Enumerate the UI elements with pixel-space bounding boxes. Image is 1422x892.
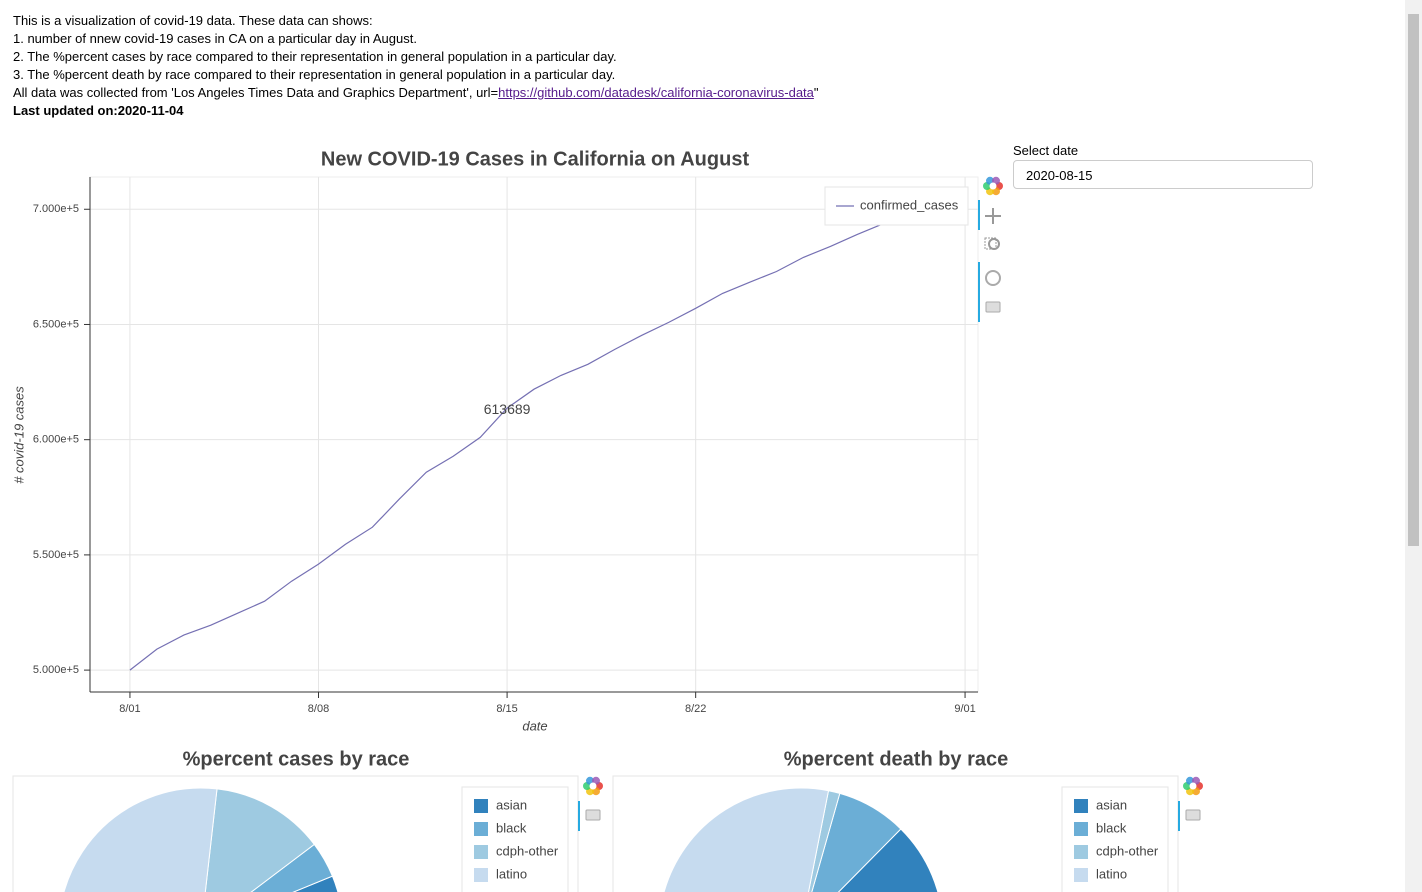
legend-swatch — [474, 868, 488, 882]
scrollbar[interactable] — [1405, 0, 1422, 892]
legend-swatch — [1074, 845, 1088, 859]
y-tick-label: 5.500e+5 — [33, 549, 79, 561]
date-picker: Select date 2020-08-15 — [1013, 143, 1313, 189]
legend-label: latino — [496, 866, 527, 881]
legend-label: latino — [1096, 866, 1127, 881]
legend-swatch — [1074, 822, 1088, 836]
x-tick-label: 8/22 — [685, 703, 706, 715]
pie-slice — [204, 788, 316, 892]
zoom-tool[interactable] — [988, 238, 1000, 250]
source: All data was collected from 'Los Angeles… — [13, 84, 819, 102]
y-tick-label: 5.000e+5 — [33, 664, 79, 676]
legend-swatch — [474, 822, 488, 836]
pie-slice — [63, 787, 218, 892]
x-axis-label: date — [522, 718, 547, 733]
legend-label: cdph-other — [496, 843, 559, 858]
reset-tool[interactable] — [985, 270, 1001, 286]
tool-active — [978, 200, 980, 230]
legend-swatch — [474, 845, 488, 859]
picker-label: Select date — [1013, 143, 1079, 158]
hover-tool[interactable] — [985, 301, 1001, 313]
y-tick-label: 6.000e+5 — [33, 434, 79, 446]
legend-label: asian — [496, 797, 527, 812]
logo-center[interactable] — [589, 782, 597, 790]
zoom-tool[interactable] — [984, 237, 997, 250]
legend-label: asian — [1096, 797, 1127, 812]
legend-label: confirmed_cases — [860, 197, 959, 212]
y-axis-label: # covid-19 cases — [11, 386, 26, 484]
scroll-thumb[interactable] — [1408, 14, 1419, 546]
chart-title: New COVID-19 Cases in California on Augu… — [321, 148, 750, 170]
updated: Last updated on:2020-11-04 — [13, 103, 184, 118]
header: This is a visualization of covid-19 data… — [13, 12, 819, 120]
intro-line: 3. The %percent death by race compared t… — [13, 67, 616, 82]
legend: confirmed_cases — [824, 186, 969, 226]
chart-title: %percent death by race — [784, 748, 1009, 770]
chart-title: %percent cases by race — [183, 748, 410, 770]
annotation: 613689 — [484, 401, 531, 417]
source-prefix: All data was collected from 'Los Angeles… — [13, 85, 499, 100]
hover-tool[interactable] — [1185, 809, 1201, 821]
intro: This is a visualization of covid-19 data… — [13, 13, 373, 28]
legend-swatch — [1074, 868, 1088, 882]
y-tick-label: 7.000e+5 — [33, 203, 79, 215]
tool-active — [578, 801, 580, 831]
legend-label: cdph-other — [1096, 843, 1159, 858]
intro-line: 2. The %percent cases by race compared t… — [13, 49, 617, 64]
plot-frame — [89, 176, 979, 693]
pie — [63, 787, 339, 892]
pie-slice — [837, 828, 939, 892]
source-link[interactable]: https://github.com/datadesk/california-c… — [498, 85, 814, 100]
logo-center[interactable] — [1189, 782, 1197, 790]
pie-slice — [663, 787, 830, 892]
legend-swatch — [1074, 799, 1088, 813]
plot-frame — [612, 775, 1179, 892]
pie — [663, 787, 939, 892]
line-series — [129, 200, 939, 671]
x-tick-label: 8/15 — [496, 703, 517, 715]
hover-tool[interactable] — [585, 809, 601, 821]
legend-swatch — [474, 799, 488, 813]
tool-active — [1178, 801, 1180, 831]
tool-active — [978, 262, 980, 322]
y-tick-label: 6.500e+5 — [33, 318, 79, 330]
x-tick-label: 8/08 — [308, 703, 329, 715]
pan-tool[interactable] — [985, 208, 1001, 224]
x-tick-label: 9/01 — [954, 703, 975, 715]
plot-frame — [12, 775, 579, 892]
x-tick-label: 8/01 — [119, 703, 140, 715]
date-input[interactable]: 2020-08-15 — [1013, 160, 1313, 189]
intro-line: 1. number of nnew covid-19 cases in CA o… — [13, 31, 417, 46]
source-suffix: " — [813, 85, 819, 100]
legend-label: black — [1096, 820, 1127, 835]
legend-label: black — [496, 820, 527, 835]
logo-center[interactable] — [989, 182, 997, 190]
